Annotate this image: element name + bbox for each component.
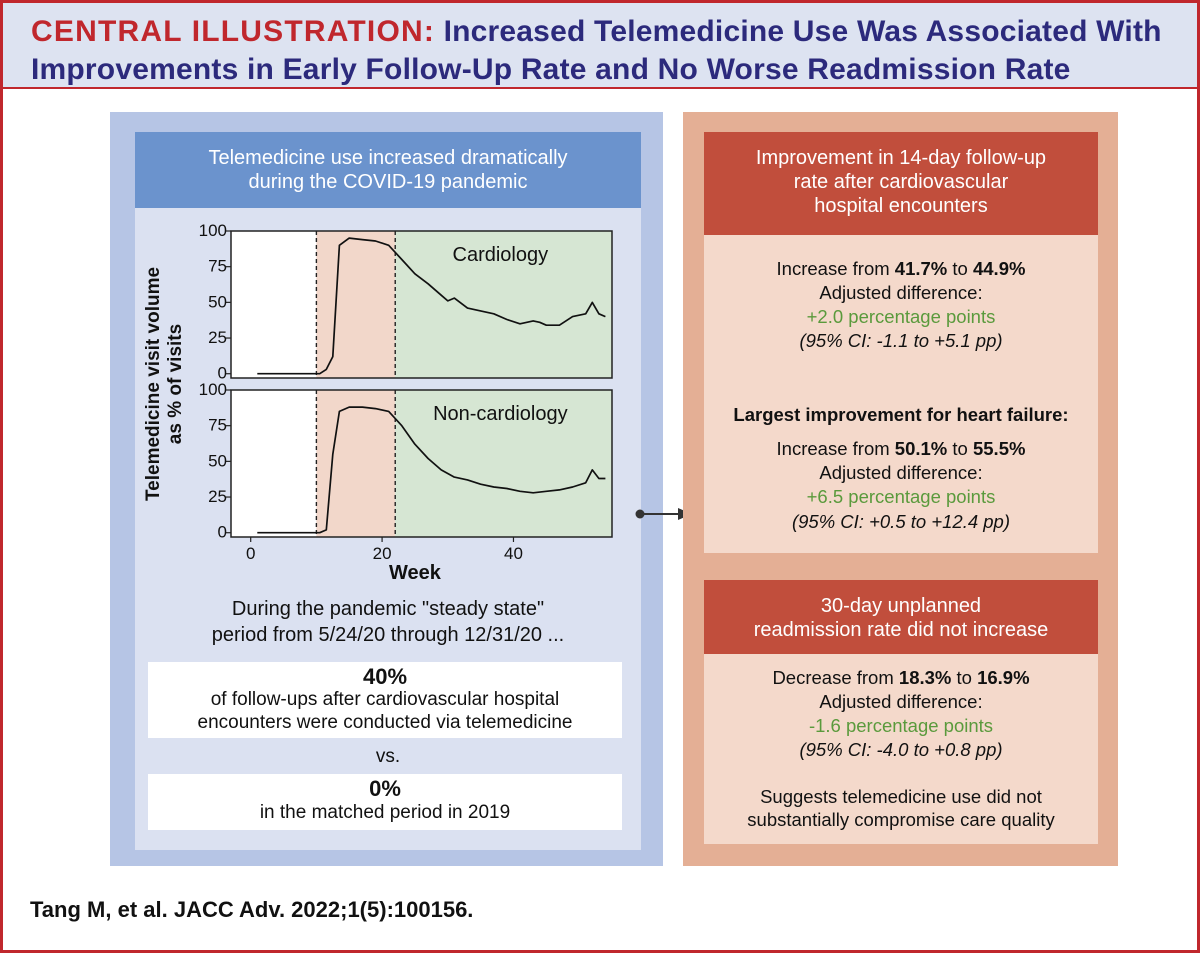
title-line-1: CENTRAL ILLUSTRATION: Increased Telemedi… [31, 13, 1197, 51]
cardiology-pre-pandemic-region [231, 231, 317, 378]
title-text-1: Increased Telemedicine Use Was Associate… [435, 15, 1162, 48]
telemedicine-banner: Telemedicine use increased dramatically … [135, 132, 641, 208]
readmission-decrease-prefix: Decrease from [772, 667, 899, 688]
zero-percent-box: 0% in the matched period in 2019 [148, 774, 622, 830]
overall-adjusted-difference: +2.0 percentage points [806, 306, 996, 327]
readmission-decrease-text: Decrease from 18.3% to 16.9% [704, 666, 1098, 689]
header: CENTRAL ILLUSTRATION: Increased Telemedi… [3, 3, 1197, 89]
cardiology-panel-label: Cardiology [453, 244, 549, 266]
citation: Tang M, et al. JACC Adv. 2022;1(5):10015… [30, 897, 474, 922]
hf-increase-to-word: to [947, 438, 973, 459]
readmission-banner-line-2: readmission rate did not increase [753, 619, 1049, 641]
forty-percent-box: 40% of follow-ups after cardiovascular h… [148, 662, 622, 738]
hf-increase-to: 55.5% [972, 438, 1026, 459]
x-axis-label: Week [389, 562, 442, 584]
overall-increase-to-word: to [947, 258, 973, 279]
y-axis-label-line-1: Telemedicine visit volume [143, 267, 164, 501]
non-cardiology-y-tick-label-75: 75 [208, 416, 227, 435]
readmission-ci: (95% CI: -4.0 to +0.8 pp) [799, 739, 1003, 760]
readmission-banner-line-1: 30-day unplanned [820, 595, 982, 617]
steady-state-text: During the pandemic "steady state" perio… [135, 596, 641, 648]
overall-increase-prefix: Increase from [776, 258, 895, 279]
non-cardiology-y-tick-label-100: 100 [199, 380, 227, 399]
follow-up-banner-line-3: hospital encounters [814, 195, 988, 217]
non-cardiology-y-tick-label-25: 25 [208, 487, 227, 506]
readmission-to-word: to [951, 667, 978, 688]
readmission-adjusted-difference: -1.6 percentage points [808, 715, 994, 736]
non-cardiology-surge-region [316, 390, 396, 537]
follow-up-banner: Improvement in 14-day follow-up rate aft… [704, 132, 1098, 235]
overall-increase-from: 41.7% [894, 258, 948, 279]
hf-increase-from: 50.1% [894, 438, 948, 459]
zero-percent-line: in the matched period in 2019 [259, 802, 511, 823]
follow-up-banner-line-1: Improvement in 14-day follow-up [755, 147, 1047, 169]
overall-increase-text: Increase from 41.7% to 44.9% [704, 257, 1098, 280]
cardiology-y-tick-label-50: 50 [208, 292, 227, 311]
forty-percent-line-1: of follow-ups after cardiovascular hospi… [210, 689, 560, 710]
suggests-line-2: substantially compromise care quality [747, 809, 1055, 830]
banner-line-2: during the COVID-19 pandemic [248, 171, 528, 193]
overall-adjusted-label: Adjusted difference: [819, 282, 983, 303]
cardiology-y-tick-label-100: 100 [199, 221, 227, 240]
non-cardiology-panel-label: Non-cardiology [433, 403, 568, 425]
cardiology-series-line [257, 237, 606, 375]
forty-percent-line-2: encounters were conducted via telemedici… [197, 712, 573, 733]
heart-failure-heading: Largest improvement for heart failure: [733, 404, 1069, 425]
zero-percent-value: 0% [369, 776, 401, 801]
non-cardiology-y-tick-label-50: 50 [208, 451, 227, 470]
cardiology-y-tick-label-75: 75 [208, 257, 227, 276]
forty-percent-value: 40% [362, 664, 408, 689]
central-illustration-label: CENTRAL ILLUSTRATION: [31, 15, 436, 48]
steady-line-1: During the pandemic "steady state" [231, 598, 545, 620]
non-cardiology-pre-pandemic-region [231, 390, 317, 537]
suggests-line-1: Suggests telemedicine use did not [760, 786, 1042, 807]
readmission-adjusted-label: Adjusted difference: [819, 691, 983, 712]
readmission-results-box [704, 654, 1098, 844]
cardiology-steady-state-region [395, 231, 612, 378]
readmission-from: 18.3% [898, 667, 952, 688]
follow-up-results-box [704, 235, 1098, 553]
hf-adjusted-difference: +6.5 percentage points [806, 486, 996, 507]
readmission-banner: 30-day unplanned readmission rate did no… [704, 580, 1098, 654]
title-line-2: Improvements in Early Follow-Up Rate and… [31, 53, 1071, 86]
vs-text: vs. [375, 746, 401, 767]
cardiology-y-tick-label-0: 0 [218, 364, 227, 383]
non-cardiology-panel-border [230, 389, 613, 538]
cardiology-surge-region [316, 231, 396, 378]
follow-up-banner-line-2: rate after cardiovascular [793, 171, 1009, 193]
non-cardiology-steady-state-region [395, 390, 612, 537]
banner-line-1: Telemedicine use increased dramatically [208, 147, 568, 169]
hf-increase-prefix: Increase from [776, 438, 895, 459]
x-tick-label-0: 0 [246, 544, 255, 563]
non-cardiology-y-tick-label-0: 0 [218, 523, 227, 542]
hf-increase-text: Increase from 50.1% to 55.5% [704, 437, 1098, 460]
y-axis-label-line-2: as % of visits [165, 324, 186, 444]
overall-ci: (95% CI: -1.1 to +5.1 pp) [799, 330, 1003, 351]
overall-increase-to: 44.9% [972, 258, 1026, 279]
hf-adjusted-label: Adjusted difference: [819, 462, 983, 483]
cardiology-panel-border [230, 230, 613, 379]
telemedicine-chart: Cardiology 0 25 50 75 100 Non-cardiology 0 25 50 7… [143, 221, 613, 584]
steady-line-2: period from 5/24/20 through 12/31/20 ... [211, 624, 565, 646]
x-tick-label-40: 40 [504, 544, 523, 563]
cardiology-y-tick-label-25: 25 [208, 328, 227, 347]
non-cardiology-series-line [257, 406, 606, 534]
hf-ci: (95% CI: +0.5 to +12.4 pp) [791, 511, 1011, 532]
x-tick-label-20: 20 [373, 544, 392, 563]
readmission-to: 16.9% [977, 667, 1030, 688]
